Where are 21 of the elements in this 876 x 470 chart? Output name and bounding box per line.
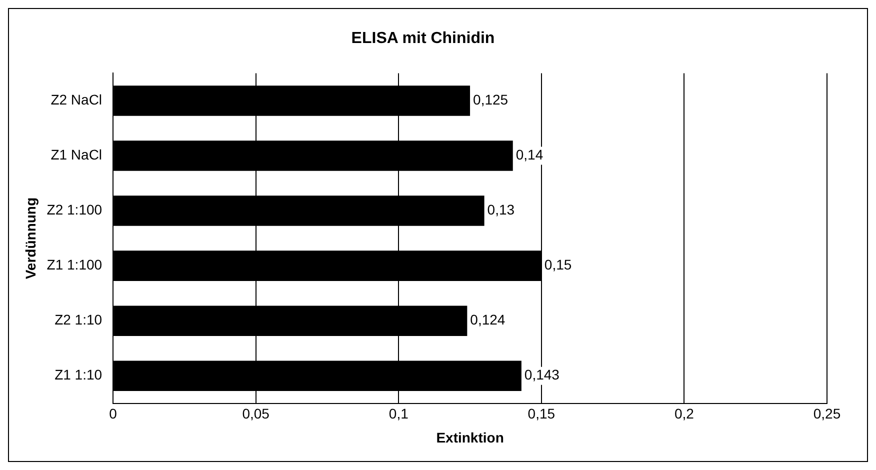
y-tick-label: Z2 NaCl <box>50 92 102 108</box>
y-tick-label: Z1 1:10 <box>54 366 102 383</box>
chart-title: ELISA mit Chinidin <box>351 30 495 48</box>
y-tick-label: Z2 1:100 <box>46 202 102 218</box>
data-label: 0,15 <box>544 256 572 273</box>
data-label: 0,143 <box>524 366 560 383</box>
x-axis-title: Extinktion <box>436 429 504 446</box>
x-tick-label: 0,05 <box>242 406 270 422</box>
x-tick-label: 0,1 <box>388 406 409 422</box>
x-tick-label: 0,2 <box>674 406 694 422</box>
data-label: 0,13 <box>487 202 515 218</box>
data-label: 0,125 <box>473 92 508 108</box>
x-tick-label: 0 <box>109 406 118 422</box>
y-tick-label: Z1 1:100 <box>46 256 102 273</box>
y-tick-label: Z1 NaCl <box>50 146 102 163</box>
x-tick-label: 0,25 <box>813 406 841 422</box>
x-tick-label: 0,15 <box>528 406 556 422</box>
y-axis-title: Verdünnung <box>22 197 38 280</box>
data-label: 0,14 <box>516 146 544 163</box>
data-label: 0,124 <box>470 312 506 328</box>
y-tick-label: Z2 1:10 <box>54 312 102 328</box>
